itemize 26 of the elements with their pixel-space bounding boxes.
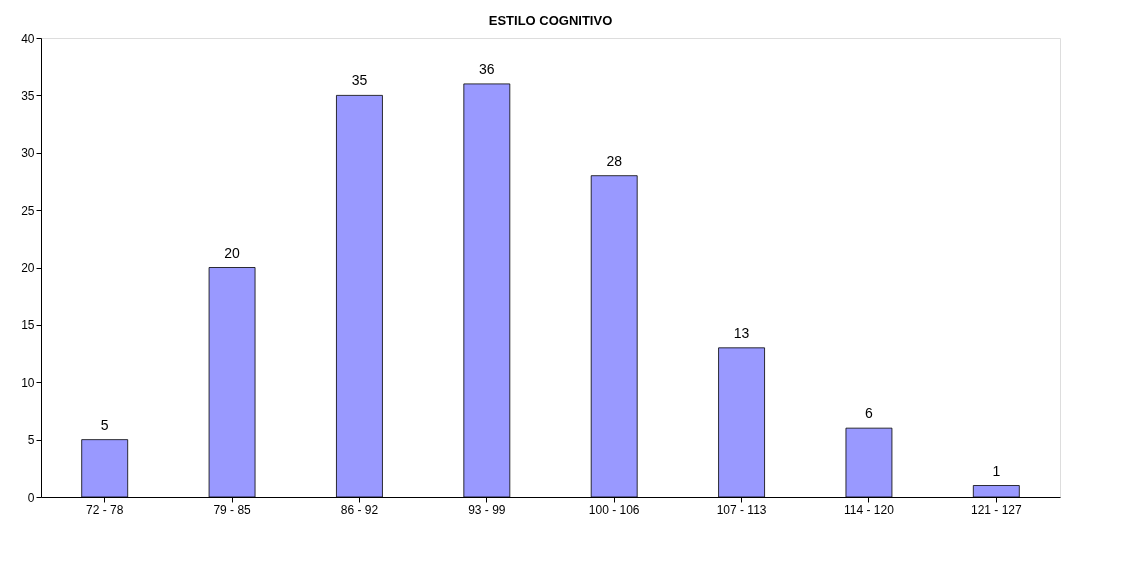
y-tick-label: 40 [21, 31, 35, 46]
y-tick-label: 15 [21, 318, 35, 333]
data-label: 1 [992, 462, 1001, 479]
y-tick-label: 35 [21, 88, 35, 103]
data-label: 13 [733, 324, 750, 341]
x-tick-label: 93 - 99 [468, 502, 506, 517]
data-label: 35 [351, 72, 368, 89]
data-label: 28 [606, 152, 623, 169]
data-label: 5 [100, 416, 109, 433]
data-label: 36 [479, 60, 495, 77]
y-tick-label: 0 [27, 490, 35, 505]
data-label: 20 [224, 244, 241, 261]
y-tick-label: 5 [27, 433, 35, 448]
chart-title: ESTILO COGNITIVO [488, 13, 613, 28]
y-tick-label: 25 [21, 203, 35, 218]
x-tick-label: 121 - 127 [970, 502, 1022, 517]
x-tick-label: 72 - 78 [86, 502, 124, 517]
x-tick-label: 86 - 92 [340, 502, 379, 517]
x-tick-label: 107 - 113 [716, 502, 767, 517]
y-tick-label: 30 [21, 146, 35, 161]
y-tick-label: 10 [21, 375, 35, 390]
x-tick-label: 114 - 120 [844, 502, 895, 517]
y-tick-label: 20 [21, 261, 35, 275]
x-tick-label: 100 - 106 [588, 502, 640, 517]
data-label: 6 [865, 405, 874, 422]
x-tick-label: 79 - 85 [213, 502, 252, 517]
